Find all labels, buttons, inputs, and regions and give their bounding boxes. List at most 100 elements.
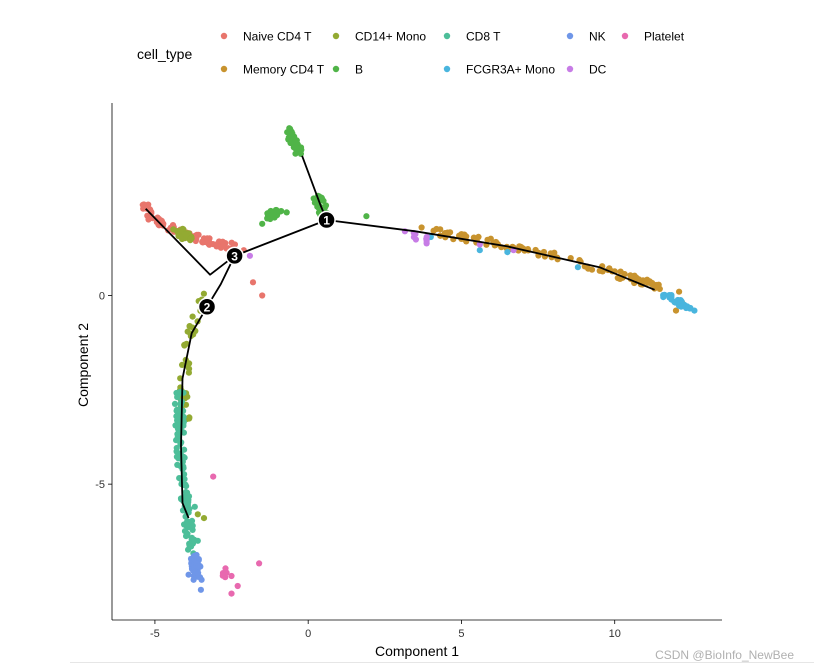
data-point (437, 226, 444, 233)
data-point (188, 517, 196, 525)
data-point (292, 144, 299, 151)
legend-swatch (332, 65, 340, 73)
y-tick-label: 0 (99, 290, 105, 302)
data-point (614, 274, 621, 282)
data-point (596, 267, 603, 274)
data-point (189, 313, 196, 320)
data-point (185, 571, 192, 578)
data-point (188, 543, 195, 550)
data-point (182, 231, 189, 238)
data-point (668, 293, 675, 300)
data-point (210, 473, 217, 480)
data-point (228, 572, 235, 580)
data-point (200, 290, 207, 297)
data-point (418, 224, 425, 231)
trajectory-branch-2 (234, 219, 327, 257)
data-point (228, 239, 235, 246)
data-point (175, 422, 182, 429)
legend-swatch (566, 65, 574, 73)
legend-item-naive-cd4-t: Naive CD4 T (220, 30, 312, 44)
data-point (259, 220, 266, 227)
data-point (588, 266, 596, 273)
data-point (185, 499, 192, 506)
legend-swatch (566, 32, 574, 40)
data-point (173, 413, 180, 420)
data-point (423, 240, 430, 247)
data-point (297, 150, 304, 157)
data-point (691, 307, 698, 314)
data-point (173, 407, 181, 414)
watermark: CSDN @BioInfo_NewBee (655, 648, 794, 662)
legend-item-platelet: Platelet (621, 30, 685, 44)
x-tick-label: 5 (458, 628, 464, 640)
series-fcgr3a-mono (427, 233, 698, 314)
data-point (660, 294, 667, 301)
data-point (256, 560, 263, 567)
data-point (644, 276, 651, 283)
data-point (684, 303, 691, 310)
data-point (145, 216, 152, 223)
data-point (173, 453, 180, 460)
data-point (321, 204, 328, 211)
data-point (204, 235, 211, 242)
legend-swatch (220, 65, 228, 73)
data-point (185, 369, 192, 376)
data-point (234, 582, 241, 590)
data-point (270, 210, 277, 217)
data-point (504, 249, 511, 256)
data-point (265, 211, 272, 218)
legend-swatch (443, 32, 451, 40)
legend-item-memory-cd4-t: Memory CD4 T (220, 63, 325, 77)
series-memory-cd4-t (418, 224, 686, 314)
data-point (199, 238, 206, 245)
data-point (184, 530, 191, 538)
data-point (176, 475, 183, 482)
legend-swatch (621, 32, 629, 40)
legend-label: Naive CD4 T (243, 30, 312, 44)
data-point (186, 323, 193, 330)
data-point (179, 361, 186, 368)
data-point (633, 274, 640, 281)
data-point (430, 227, 437, 234)
data-point (190, 576, 197, 583)
data-point (181, 476, 188, 483)
data-point (476, 247, 483, 254)
data-point (200, 515, 208, 522)
data-point (195, 569, 202, 577)
data-point (617, 268, 624, 275)
data-point (174, 434, 181, 441)
branch-points: 1 2 3 (197, 210, 336, 317)
data-point (140, 205, 147, 212)
data-point (220, 243, 227, 250)
data-point (191, 503, 198, 510)
data-point (283, 209, 290, 216)
legend-label: CD14+ Mono (355, 30, 426, 44)
data-point (173, 448, 180, 455)
data-point (187, 235, 194, 242)
data-point (246, 252, 253, 259)
data-point (676, 288, 683, 295)
trajectory-branch-1 (301, 155, 328, 221)
data-point (183, 489, 191, 496)
data-point (174, 461, 181, 468)
data-point (423, 233, 430, 240)
data-point (461, 231, 468, 238)
data-point (194, 511, 201, 518)
legend-item-cd14-mono: CD14+ Mono (332, 30, 426, 44)
data-point (195, 563, 202, 570)
branch-point-1: 1 (317, 210, 336, 230)
y-axis-title: Component 2 (75, 323, 91, 407)
legend-label: Memory CD4 T (243, 63, 325, 77)
data-point (170, 226, 177, 233)
legend-item-nk: NK (566, 30, 606, 44)
legend-label: Platelet (644, 30, 685, 44)
data-point (228, 590, 235, 597)
series-naive-cd4-t (139, 201, 266, 299)
data-point (259, 292, 266, 299)
data-point (412, 236, 419, 243)
legend-label: CD8 T (466, 30, 501, 44)
data-point (171, 400, 179, 407)
series-platelet (210, 473, 263, 597)
data-point (189, 522, 196, 529)
